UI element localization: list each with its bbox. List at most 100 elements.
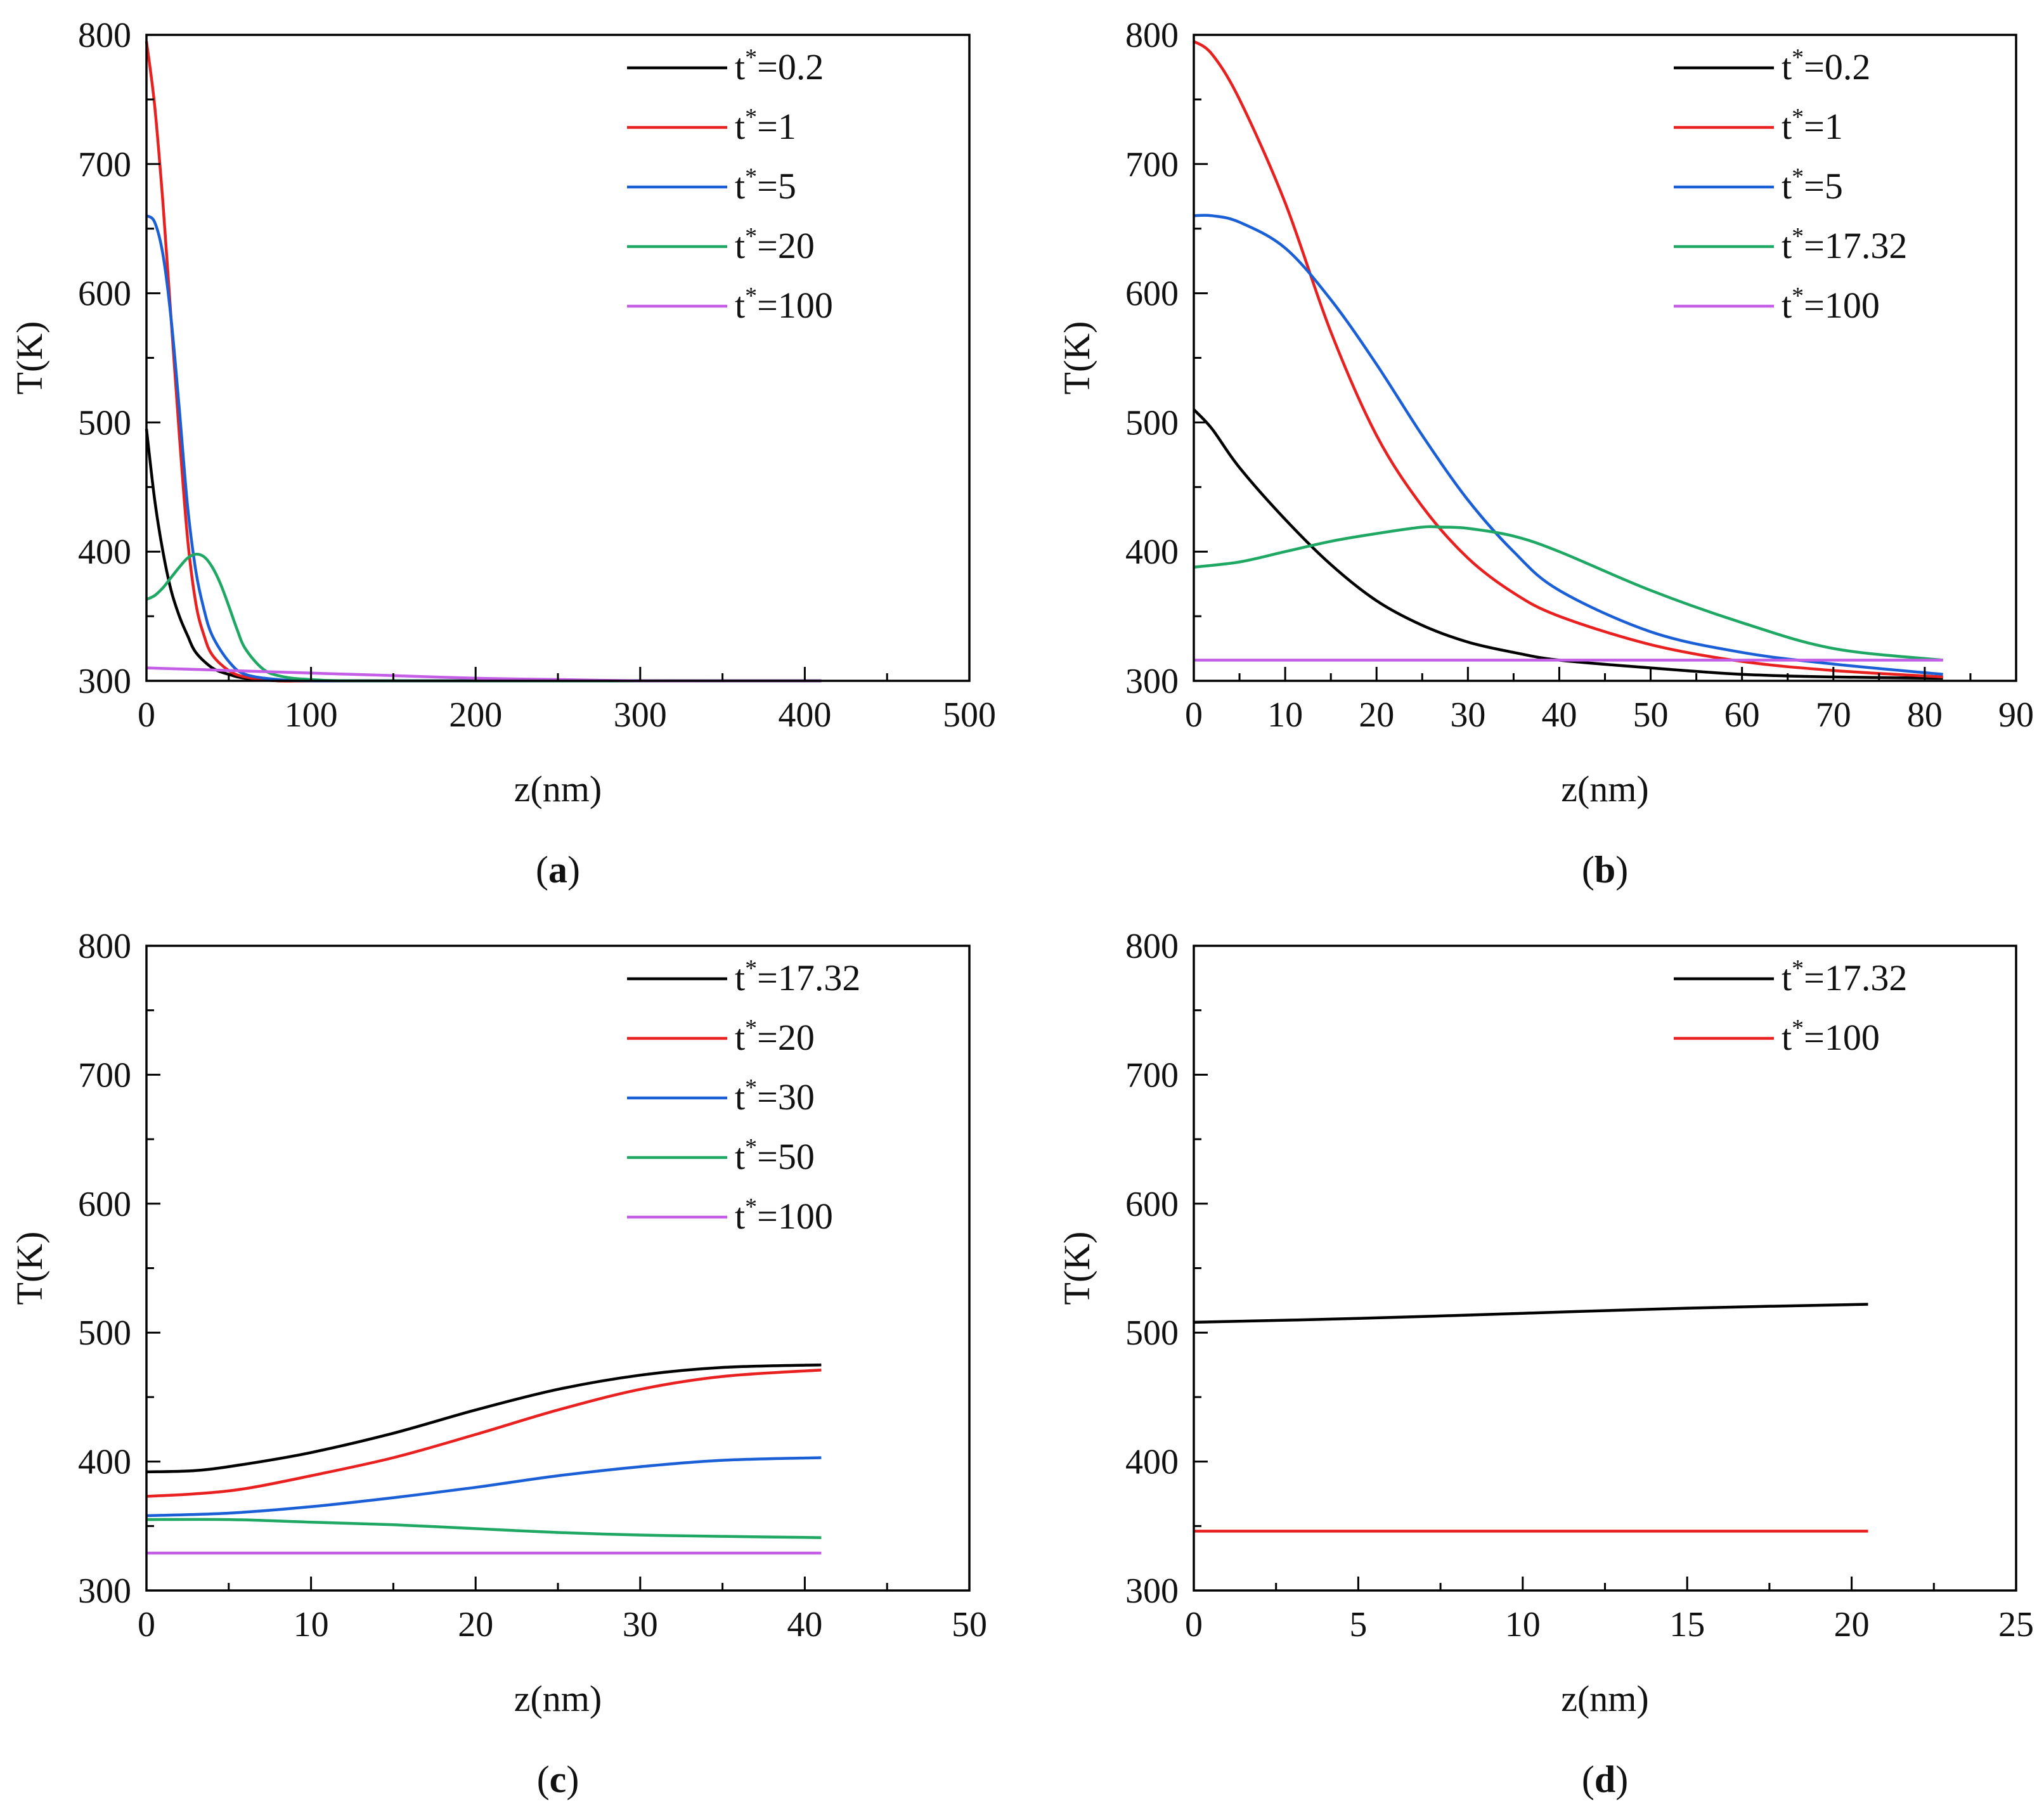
y-axis-title: T(K)	[1056, 1232, 1097, 1305]
panel-caption: (b)	[1582, 849, 1628, 891]
y-tick-label: 300	[78, 1571, 131, 1611]
series-line-1	[1194, 1305, 1868, 1322]
legend-entry-1: t*=0.2	[1782, 44, 1870, 87]
x-tick-label: 60	[1724, 695, 1760, 735]
y-tick-label: 300	[78, 662, 131, 701]
x-tick-label: 0	[138, 695, 155, 735]
x-tick-label: 50	[1633, 695, 1669, 735]
y-tick-label: 400	[1125, 532, 1179, 572]
y-tick-label: 700	[1125, 145, 1179, 184]
series-line-1	[1194, 410, 1943, 678]
x-tick-label: 10	[294, 1605, 329, 1644]
x-tick-label: 30	[1450, 695, 1485, 735]
y-tick-label: 800	[1125, 16, 1179, 55]
series-line-3	[146, 1458, 821, 1516]
y-tick-label: 500	[1125, 403, 1179, 442]
y-axis-title: T(K)	[1056, 321, 1097, 395]
x-tick-label: 100	[285, 695, 338, 735]
series-line-1	[146, 1365, 821, 1472]
x-axis-title: z(nm)	[1561, 768, 1649, 810]
x-axis-title: z(nm)	[514, 768, 602, 810]
x-tick-label: 500	[943, 695, 996, 735]
y-tick-label: 300	[1125, 662, 1179, 701]
x-tick-label: 20	[1359, 695, 1394, 735]
y-axis-title: T(K)	[9, 321, 50, 395]
series-line-2	[146, 41, 821, 681]
x-tick-label: 0	[1185, 695, 1203, 735]
series-line-4	[146, 554, 821, 681]
x-tick-label: 90	[1998, 695, 2034, 735]
y-tick-label: 700	[1125, 1055, 1179, 1095]
x-tick-label: 10	[1267, 695, 1303, 735]
y-tick-label: 400	[1125, 1443, 1179, 1482]
x-tick-label: 300	[614, 695, 667, 735]
legend-entry-5: t*=100	[735, 1194, 833, 1237]
x-tick-label: 10	[1505, 1605, 1541, 1644]
y-tick-label: 400	[78, 532, 131, 572]
x-tick-label: 50	[952, 1605, 987, 1644]
x-tick-label: 40	[787, 1605, 822, 1644]
y-tick-label: 700	[78, 145, 131, 184]
legend-entry-4: t*=17.32	[1782, 223, 1907, 266]
series-line-4	[146, 1519, 821, 1538]
y-tick-label: 300	[1125, 1571, 1179, 1611]
legend-entry-1: t*=0.2	[735, 44, 824, 87]
x-tick-label: 0	[138, 1605, 155, 1644]
legend-entry-1: t*=17.32	[1782, 955, 1907, 998]
y-axis-title: T(K)	[9, 1232, 50, 1305]
legend-entry-2: t*=100	[1782, 1015, 1880, 1058]
legend-entry-1: t*=17.32	[735, 955, 860, 998]
y-tick-label: 600	[1125, 274, 1179, 314]
chart-panel-a: 0 100 200 300 400 500 300 400 500 600 700 800 z(nm) T…	[9, 16, 996, 891]
x-tick-label: 15	[1669, 1605, 1705, 1644]
x-tick-label: 400	[778, 695, 831, 735]
y-tick-label: 600	[1125, 1185, 1179, 1224]
x-tick-label: 40	[1541, 695, 1577, 735]
chart-panel-c: 0 10 20 30 40 50 300 400 500 600 700 800 z(nm) T(K) t*…	[9, 927, 987, 1800]
x-axis-title: z(nm)	[1561, 1678, 1649, 1719]
y-tick-label: 600	[78, 1185, 131, 1224]
y-tick-label: 600	[78, 274, 131, 314]
plot-frame	[146, 35, 969, 681]
series-line-2	[146, 1370, 821, 1496]
series-line-3	[146, 216, 821, 681]
legend-entry-3: t*=5	[1782, 164, 1843, 207]
y-tick-label: 500	[78, 1313, 131, 1353]
x-tick-label: 25	[1998, 1605, 2034, 1644]
plot-frame	[1194, 946, 2016, 1590]
x-tick-label: 0	[1185, 1605, 1203, 1644]
x-tick-label: 80	[1907, 695, 1943, 735]
chart-panel-b: 0 10 20 30 40 50 60 70 80 90 300 400 500 600 700 800 z(n…	[1056, 16, 2034, 891]
chart-panel-d: 0 5 10 15 20 25 300 400 500 600 700 800 z(nm) T(K) t*=…	[1056, 927, 2034, 1800]
panel-caption: (d)	[1582, 1758, 1628, 1800]
x-tick-label: 30	[623, 1605, 658, 1644]
legend-entry-5: t*=100	[735, 283, 833, 326]
x-tick-label: 70	[1816, 695, 1851, 735]
y-tick-label: 500	[78, 403, 131, 442]
legend-entry-4: t*=20	[735, 223, 815, 266]
plot-frame	[146, 946, 969, 1590]
x-tick-label: 20	[458, 1605, 493, 1644]
x-tick-label: 5	[1349, 1605, 1367, 1644]
legend-entry-5: t*=100	[1782, 283, 1880, 326]
legend-entry-3: t*=5	[735, 164, 796, 207]
y-tick-label: 800	[78, 927, 131, 966]
panel-caption: (a)	[536, 849, 580, 891]
y-tick-label: 800	[1125, 927, 1179, 966]
y-tick-label: 800	[78, 16, 131, 55]
y-tick-label: 700	[78, 1055, 131, 1095]
series-line-4	[1194, 527, 1943, 661]
panel-caption: (c)	[537, 1758, 579, 1800]
y-tick-label: 500	[1125, 1313, 1179, 1353]
legend-entry-2: t*=1	[1782, 104, 1843, 147]
legend-entry-3: t*=30	[735, 1074, 815, 1118]
plot-frame	[1194, 35, 2016, 681]
figure: 0 100 200 300 400 500300400500600700800z(nm)T…	[0, 0, 2044, 1813]
x-axis-title: z(nm)	[514, 1678, 602, 1719]
legend-entry-4: t*=50	[735, 1134, 815, 1177]
x-tick-label: 200	[449, 695, 502, 735]
legend-entry-2: t*=20	[735, 1015, 815, 1058]
legend-entry-2: t*=1	[735, 104, 796, 147]
x-tick-label: 20	[1834, 1605, 1870, 1644]
y-tick-label: 400	[78, 1443, 131, 1482]
